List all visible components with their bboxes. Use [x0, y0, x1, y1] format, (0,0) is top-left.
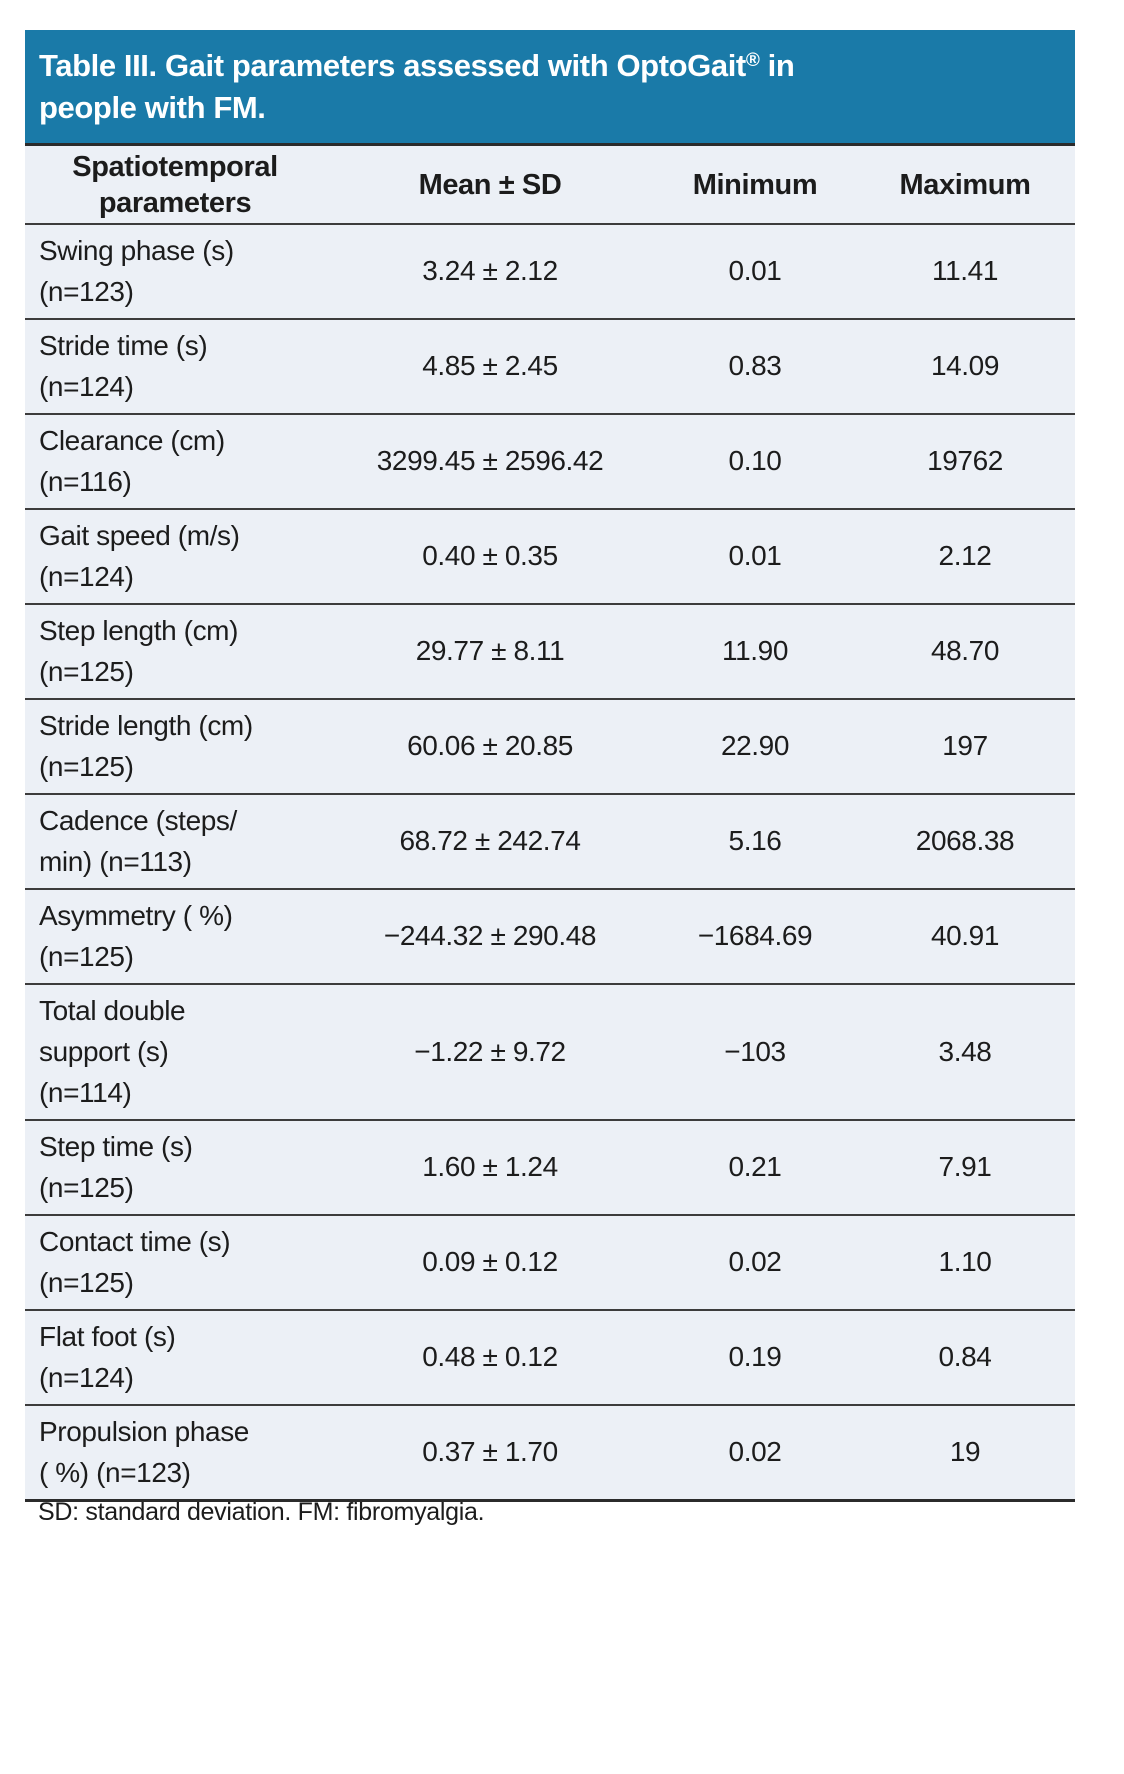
maximum-cell: 0.84	[855, 1310, 1075, 1406]
header-row: Spatiotemporal parameters Mean ± SD Mini…	[25, 146, 1075, 225]
parameter-cell: Stride time (s) (n=124)	[25, 319, 325, 415]
parameter-cell: Clearance (cm) (n=116)	[25, 414, 325, 510]
table-header: Spatiotemporal parameters Mean ± SD Mini…	[25, 146, 1075, 225]
parameter-cell: Cadence (steps/ min) (n=113)	[25, 794, 325, 890]
maximum-cell: 1.10	[855, 1215, 1075, 1311]
table-body: Swing phase (s) (n=123) 3.24 ± 2.12 0.01…	[25, 224, 1075, 1502]
minimum-cell: 0.10	[655, 414, 855, 510]
column-header-spatiotemporal-parameters: Spatiotemporal parameters	[25, 146, 325, 225]
parameter-cell: Flat foot (s) (n=124)	[25, 1310, 325, 1406]
table-row: Gait speed (m/s) (n=124) 0.40 ± 0.35 0.0…	[25, 509, 1075, 605]
table-row: Step length (cm) (n=125) 29.77 ± 8.11 11…	[25, 604, 1075, 700]
minimum-cell: 0.02	[655, 1215, 855, 1311]
parameter-cell: Step length (cm) (n=125)	[25, 604, 325, 700]
minimum-cell: 11.90	[655, 604, 855, 700]
mean-sd-cell: 1.60 ± 1.24	[325, 1120, 655, 1216]
parameter-cell: Contact time (s) (n=125)	[25, 1215, 325, 1311]
maximum-cell: 3.48	[855, 984, 1075, 1121]
minimum-cell: 0.83	[655, 319, 855, 415]
minimum-cell: −1684.69	[655, 889, 855, 985]
table-row: Step time (s) (n=125) 1.60 ± 1.24 0.21 7…	[25, 1120, 1075, 1216]
maximum-cell: 40.91	[855, 889, 1075, 985]
column-header-minimum: Minimum	[655, 146, 855, 225]
mean-sd-cell: 0.40 ± 0.35	[325, 509, 655, 605]
mean-sd-cell: 60.06 ± 20.85	[325, 699, 655, 795]
parameter-cell: Asymmetry ( %) (n=125)	[25, 889, 325, 985]
parameter-cell: Swing phase (s) (n=123)	[25, 224, 325, 320]
table-row: Flat foot (s) (n=124) 0.48 ± 0.12 0.19 0…	[25, 1310, 1075, 1406]
minimum-cell: 0.21	[655, 1120, 855, 1216]
table-row: Stride time (s) (n=124) 4.85 ± 2.45 0.83…	[25, 319, 1075, 415]
table-title-bar: Table III. Gait parameters assessed with…	[25, 30, 1075, 146]
table-title-text: Table III. Gait parameters assessed with…	[39, 48, 746, 83]
mean-sd-cell: 0.48 ± 0.12	[325, 1310, 655, 1406]
minimum-cell: 0.02	[655, 1405, 855, 1502]
mean-sd-cell: 3.24 ± 2.12	[325, 224, 655, 320]
table-title-line2: people with FM.	[39, 90, 266, 125]
minimum-cell: 5.16	[655, 794, 855, 890]
parameter-cell: Propulsion phase ( %) (n=123)	[25, 1405, 325, 1502]
table-row: Cadence (steps/ min) (n=113) 68.72 ± 242…	[25, 794, 1075, 890]
table-title-text-cont: in	[759, 48, 795, 83]
maximum-cell: 2068.38	[855, 794, 1075, 890]
minimum-cell: 22.90	[655, 699, 855, 795]
mean-sd-cell: −1.22 ± 9.72	[325, 984, 655, 1121]
table-row: Swing phase (s) (n=123) 3.24 ± 2.12 0.01…	[25, 224, 1075, 320]
table-row: Contact time (s) (n=125) 0.09 ± 0.12 0.0…	[25, 1215, 1075, 1311]
table-footnote: SD: standard deviation. FM: fibromyalgia…	[38, 1498, 485, 1526]
parameter-cell: Step time (s) (n=125)	[25, 1120, 325, 1216]
mean-sd-cell: 0.09 ± 0.12	[325, 1215, 655, 1311]
table-row: Clearance (cm) (n=116) 3299.45 ± 2596.42…	[25, 414, 1075, 510]
registered-trademark-symbol: ®	[745, 50, 760, 71]
minimum-cell: 0.19	[655, 1310, 855, 1406]
mean-sd-cell: −244.32 ± 290.48	[325, 889, 655, 985]
mean-sd-cell: 0.37 ± 1.70	[325, 1405, 655, 1502]
mean-sd-cell: 68.72 ± 242.74	[325, 794, 655, 890]
parameter-cell: Total double support (s) (n=114)	[25, 984, 325, 1121]
maximum-cell: 19	[855, 1405, 1075, 1502]
column-header-mean-sd: Mean ± SD	[325, 146, 655, 225]
maximum-cell: 14.09	[855, 319, 1075, 415]
table-row: Total double support (s) (n=114) −1.22 ±…	[25, 984, 1075, 1121]
data-table: Spatiotemporal parameters Mean ± SD Mini…	[25, 146, 1075, 1502]
mean-sd-cell: 29.77 ± 8.11	[325, 604, 655, 700]
mean-sd-cell: 4.85 ± 2.45	[325, 319, 655, 415]
mean-sd-cell: 3299.45 ± 2596.42	[325, 414, 655, 510]
table-row: Propulsion phase ( %) (n=123) 0.37 ± 1.7…	[25, 1405, 1075, 1502]
table-row: Asymmetry ( %) (n=125) −244.32 ± 290.48 …	[25, 889, 1075, 985]
maximum-cell: 11.41	[855, 224, 1075, 320]
maximum-cell: 2.12	[855, 509, 1075, 605]
minimum-cell: 0.01	[655, 224, 855, 320]
maximum-cell: 197	[855, 699, 1075, 795]
gait-parameters-table: Table III. Gait parameters assessed with…	[25, 30, 1075, 1502]
maximum-cell: 48.70	[855, 604, 1075, 700]
minimum-cell: 0.01	[655, 509, 855, 605]
column-header-maximum: Maximum	[855, 146, 1075, 225]
table-row: Stride length (cm) (n=125) 60.06 ± 20.85…	[25, 699, 1075, 795]
maximum-cell: 19762	[855, 414, 1075, 510]
maximum-cell: 7.91	[855, 1120, 1075, 1216]
parameter-cell: Gait speed (m/s) (n=124)	[25, 509, 325, 605]
parameter-cell: Stride length (cm) (n=125)	[25, 699, 325, 795]
minimum-cell: −103	[655, 984, 855, 1121]
